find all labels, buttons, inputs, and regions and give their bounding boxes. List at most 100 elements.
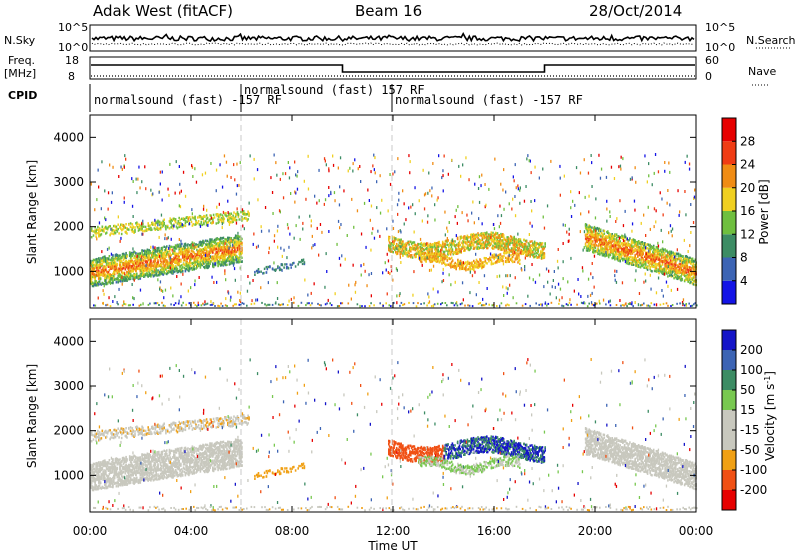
data-cell bbox=[666, 260, 668, 264]
data-cell bbox=[411, 256, 414, 259]
data-cell bbox=[652, 250, 654, 253]
data-cell bbox=[683, 258, 685, 261]
data-cell bbox=[100, 273, 103, 277]
data-cell bbox=[144, 255, 147, 259]
data-cell bbox=[159, 263, 162, 267]
data-cell bbox=[138, 263, 141, 266]
data-cell bbox=[237, 244, 240, 247]
data-cell bbox=[107, 226, 110, 229]
data-cell bbox=[613, 249, 615, 252]
data-cell bbox=[152, 267, 155, 270]
data-cell bbox=[104, 268, 106, 272]
data-cell bbox=[619, 260, 621, 263]
data-cell bbox=[638, 258, 641, 262]
data-cell bbox=[598, 232, 600, 235]
data-cell bbox=[136, 252, 139, 255]
data-cell bbox=[650, 254, 652, 257]
data-cell bbox=[693, 275, 696, 278]
data-cell bbox=[497, 240, 500, 243]
data-cell bbox=[512, 247, 515, 250]
data-cell bbox=[607, 255, 610, 259]
data-cell bbox=[480, 242, 483, 246]
data-cell bbox=[652, 255, 655, 258]
data-cell bbox=[172, 271, 174, 274]
data-cell bbox=[526, 248, 529, 252]
data-cell bbox=[681, 262, 683, 266]
data-cell bbox=[222, 216, 225, 219]
data-cell bbox=[138, 255, 141, 258]
data-cell bbox=[627, 261, 629, 264]
data-cell bbox=[419, 242, 422, 246]
data-cell bbox=[617, 248, 620, 251]
data-cell bbox=[237, 236, 240, 240]
data-cell bbox=[167, 253, 170, 256]
data-cell bbox=[93, 273, 96, 276]
data-cell bbox=[208, 219, 210, 222]
data-cell bbox=[163, 245, 165, 248]
data-cell bbox=[402, 243, 404, 246]
data-cell bbox=[117, 281, 119, 284]
data-cell bbox=[663, 269, 666, 272]
data-cell bbox=[146, 269, 149, 273]
data-cell bbox=[591, 235, 593, 239]
data-cell bbox=[110, 259, 112, 262]
data-cell bbox=[128, 269, 130, 272]
data-cell bbox=[691, 259, 694, 262]
data-cell bbox=[177, 221, 180, 225]
data-cell bbox=[169, 221, 172, 224]
data-cell bbox=[648, 260, 651, 263]
data-cell bbox=[420, 252, 422, 255]
data-cell bbox=[507, 239, 509, 242]
data-cell bbox=[650, 245, 652, 248]
data-cell bbox=[457, 251, 460, 255]
data-cell bbox=[614, 234, 616, 237]
data-cell bbox=[628, 243, 630, 246]
data-cell bbox=[516, 241, 518, 244]
data-cell bbox=[640, 255, 643, 259]
data-cell bbox=[166, 260, 169, 263]
data-cell bbox=[677, 255, 680, 258]
data-cell bbox=[685, 255, 688, 258]
data-cell bbox=[219, 245, 222, 249]
data-cell bbox=[402, 245, 404, 248]
data-cell bbox=[131, 253, 134, 256]
data-cell bbox=[450, 240, 453, 243]
data-cell bbox=[635, 264, 637, 268]
data-cell bbox=[422, 253, 425, 256]
data-cell bbox=[388, 246, 391, 249]
data-cell bbox=[437, 252, 439, 255]
data-cell bbox=[200, 258, 203, 261]
data-cell bbox=[198, 248, 201, 251]
data-cell bbox=[163, 256, 165, 259]
data-cell bbox=[108, 225, 111, 228]
data-cell bbox=[187, 254, 189, 258]
data-cell bbox=[94, 280, 96, 283]
data-cell bbox=[486, 240, 489, 243]
data-cell bbox=[691, 273, 694, 276]
data-cell bbox=[449, 251, 452, 254]
data-cell bbox=[457, 247, 460, 250]
data-cell bbox=[633, 249, 636, 252]
data-cell bbox=[185, 250, 187, 253]
data-cell bbox=[164, 253, 166, 257]
data-cell bbox=[226, 263, 228, 266]
data-cell bbox=[176, 270, 179, 273]
data-cell bbox=[606, 250, 608, 254]
data-cell bbox=[191, 216, 194, 219]
data-cell bbox=[525, 252, 528, 255]
data-cell bbox=[497, 244, 500, 247]
data-cell bbox=[230, 250, 233, 253]
data-cell bbox=[169, 220, 172, 223]
data-cell bbox=[225, 251, 227, 254]
data-cell bbox=[144, 273, 147, 277]
data-cell bbox=[108, 255, 111, 258]
data-cell bbox=[633, 258, 636, 261]
data-cell bbox=[589, 246, 591, 250]
data-cell bbox=[181, 268, 183, 271]
data-cell bbox=[145, 269, 148, 272]
data-cell bbox=[114, 232, 117, 235]
data-cell bbox=[198, 223, 201, 226]
data-cell bbox=[188, 256, 190, 260]
data-cell bbox=[612, 256, 614, 259]
data-cell bbox=[173, 256, 175, 259]
